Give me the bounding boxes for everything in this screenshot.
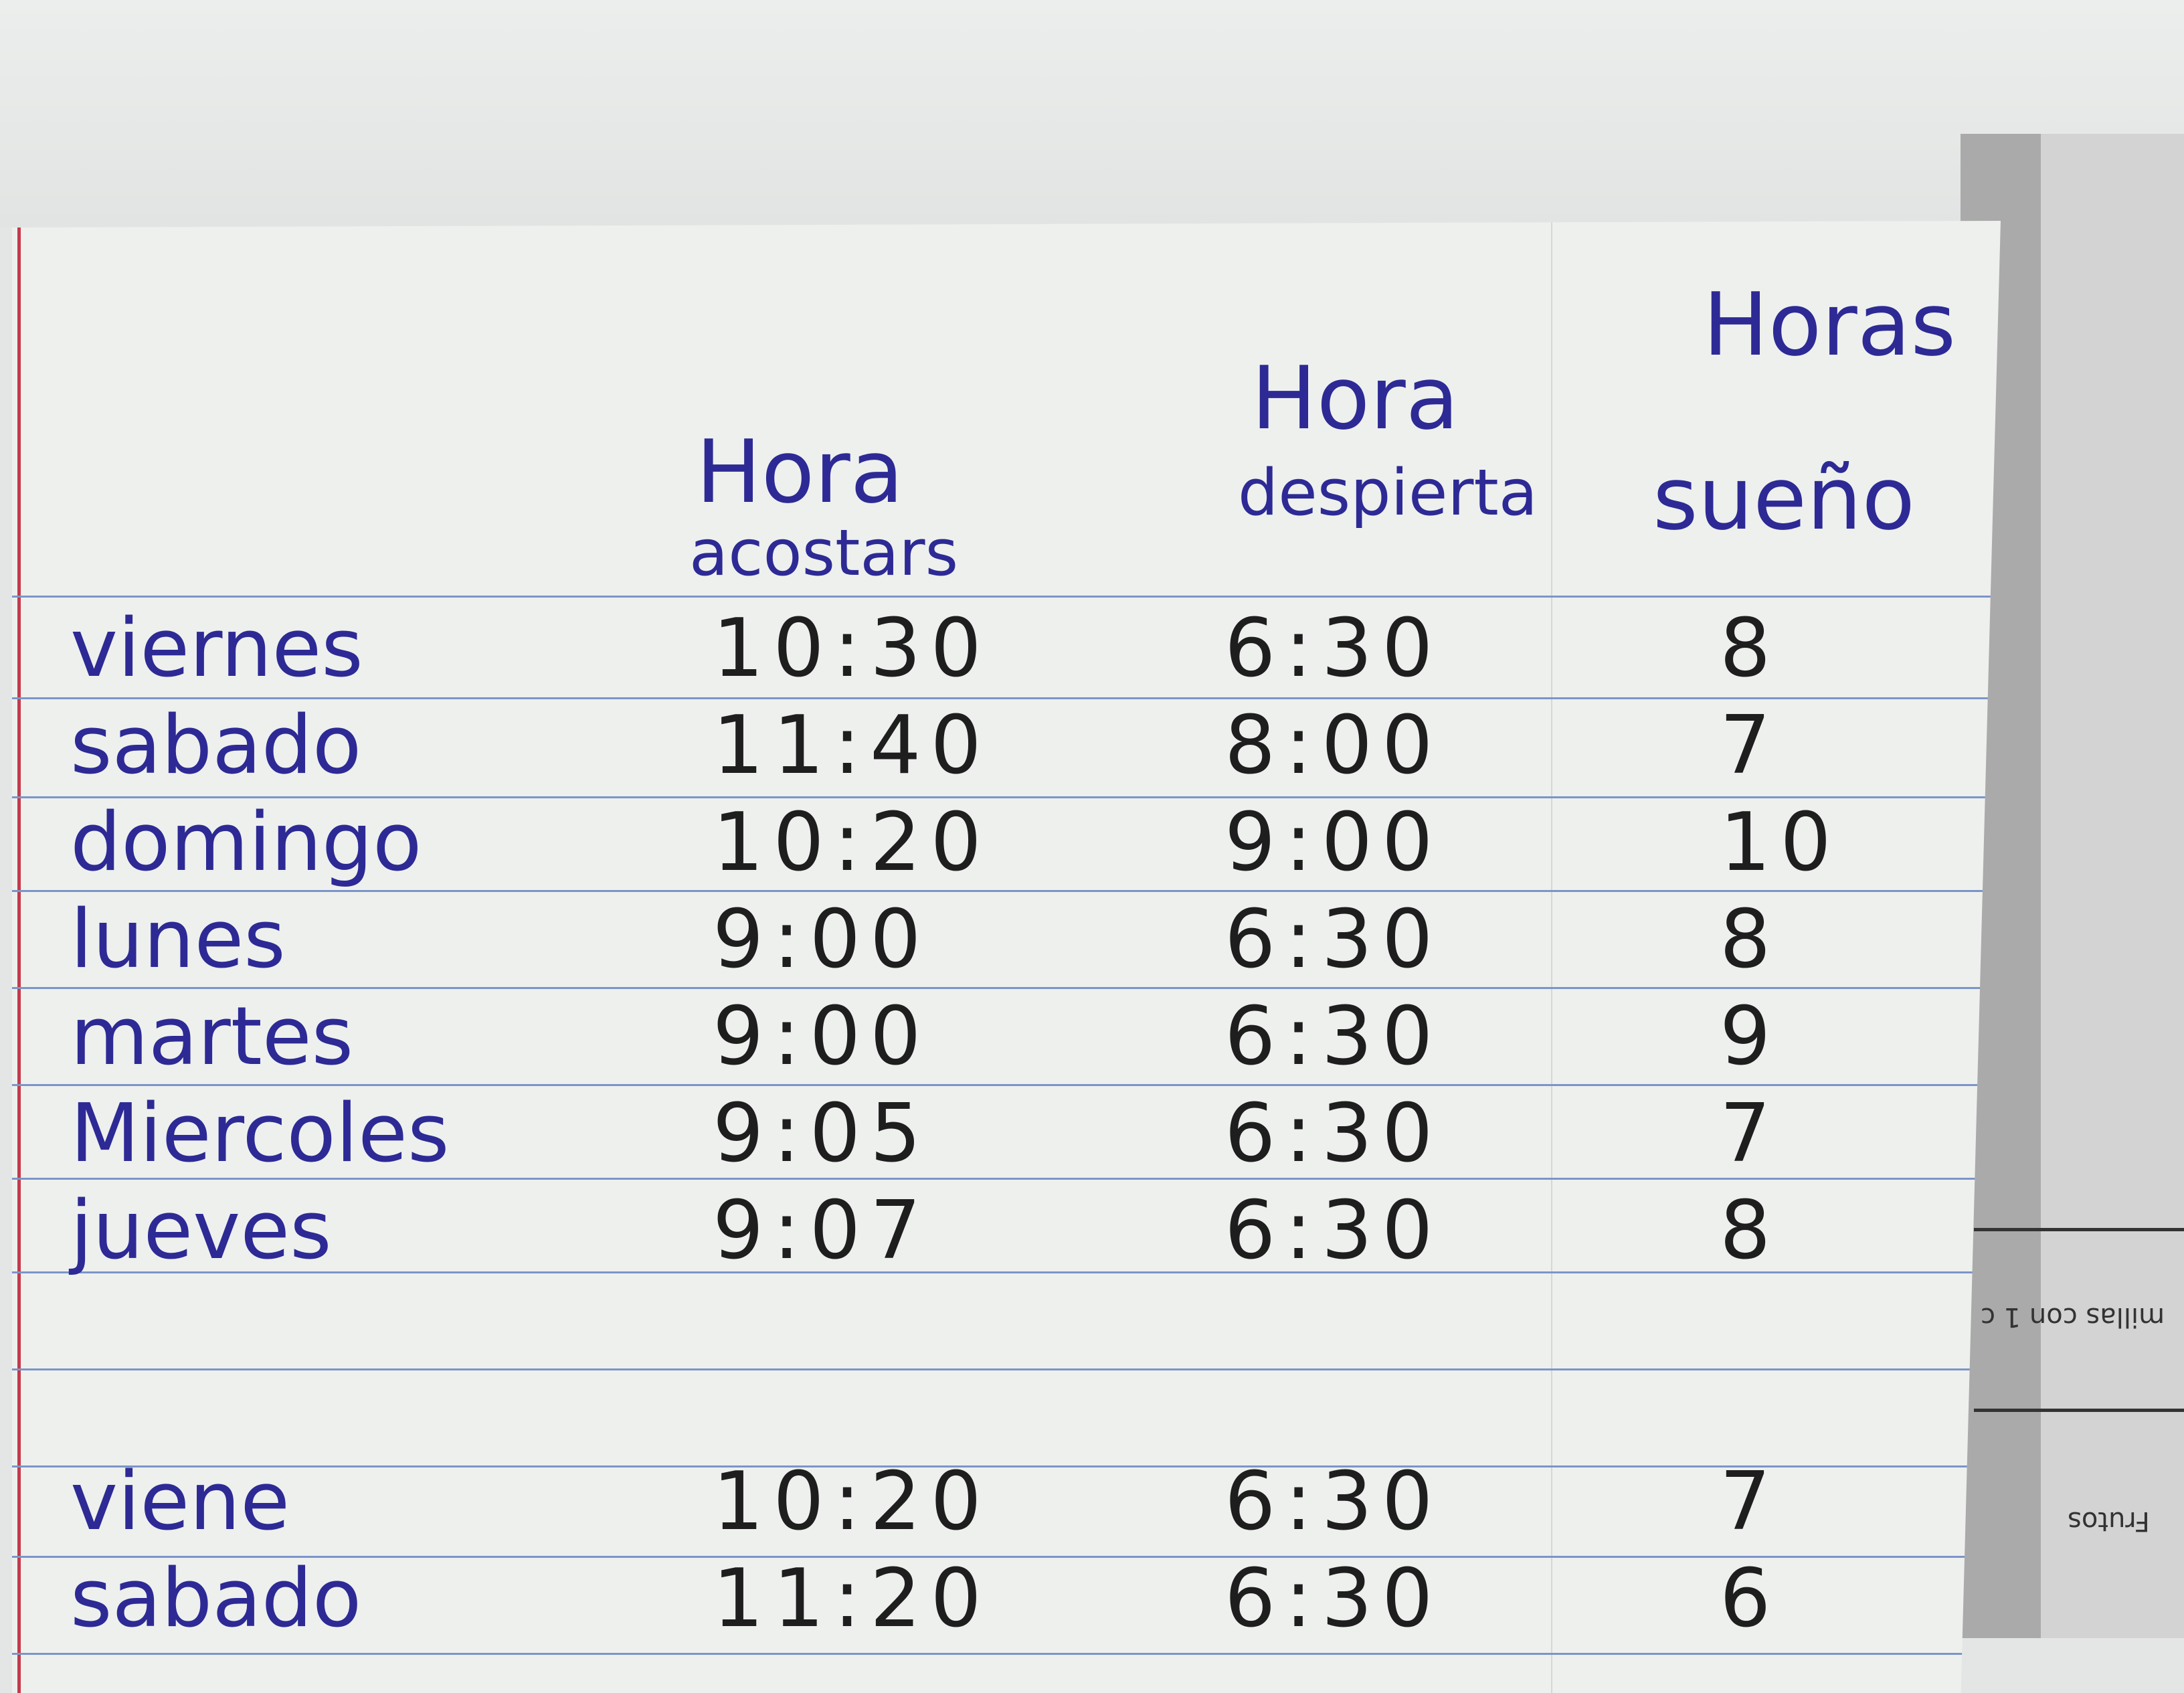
cell-bedtime: 9:07 bbox=[713, 1184, 931, 1277]
page-fold bbox=[1551, 221, 1552, 1693]
cell-bedtime: 10:20 bbox=[713, 796, 991, 889]
cell-day: viene bbox=[70, 1455, 290, 1548]
cell-wake: 9:00 bbox=[1224, 796, 1443, 889]
ruled-line bbox=[12, 1271, 2001, 1273]
margin-line bbox=[17, 221, 21, 1693]
cell-sleep: 7 bbox=[1720, 699, 1781, 792]
cell-wake: 6:30 bbox=[1224, 602, 1443, 695]
printed-sheet-right bbox=[1961, 134, 2184, 1638]
cell-sleep: 7 bbox=[1720, 1455, 1781, 1548]
cell-day: sabado bbox=[70, 699, 362, 792]
printed-text: millas con 1 c bbox=[1981, 1302, 2165, 1332]
cell-sleep: 10 bbox=[1720, 796, 1841, 889]
ruled-line bbox=[12, 890, 2001, 892]
cell-wake: 6:30 bbox=[1224, 1087, 1443, 1180]
ruled-line bbox=[12, 596, 2001, 598]
header-sleep-sub: sueño bbox=[1653, 448, 1916, 549]
cell-bedtime: 10:20 bbox=[713, 1455, 991, 1548]
cell-wake: 6:30 bbox=[1224, 990, 1443, 1083]
cell-bedtime: 11:40 bbox=[713, 699, 991, 792]
header-wake-sub: despierta bbox=[1238, 456, 1538, 530]
ruled-line bbox=[12, 1556, 2001, 1558]
cell-sleep: 7 bbox=[1720, 1087, 1781, 1180]
cell-day: sabado bbox=[70, 1552, 362, 1645]
cell-bedtime: 11:20 bbox=[713, 1552, 991, 1645]
ruled-line bbox=[12, 1178, 2001, 1180]
printed-rule bbox=[1974, 1409, 2184, 1412]
cell-sleep: 8 bbox=[1720, 1184, 1781, 1277]
ruled-line bbox=[12, 1084, 2001, 1086]
cell-bedtime: 9:00 bbox=[713, 893, 931, 986]
printed-text: Frutos bbox=[2068, 1506, 2150, 1536]
cell-wake: 6:30 bbox=[1224, 1455, 1443, 1548]
ruled-line bbox=[12, 1368, 2001, 1370]
header-bedtime-sub: acostars bbox=[689, 517, 959, 590]
cell-sleep: 9 bbox=[1720, 990, 1781, 1083]
header-bedtime: Hora bbox=[696, 421, 904, 523]
ruled-line bbox=[12, 987, 2001, 989]
ruled-line bbox=[12, 1653, 2001, 1655]
cell-wake: 8:00 bbox=[1224, 699, 1443, 792]
cell-sleep: 6 bbox=[1720, 1552, 1781, 1645]
cell-sleep: 8 bbox=[1720, 893, 1781, 986]
background-sheet bbox=[0, 0, 2184, 228]
cell-wake: 6:30 bbox=[1224, 1552, 1443, 1645]
header-wake: Hora bbox=[1251, 347, 1459, 449]
cell-day: lunes bbox=[70, 893, 286, 986]
notebook-page bbox=[12, 221, 2001, 1693]
cell-wake: 6:30 bbox=[1224, 893, 1443, 986]
cell-bedtime: 9:00 bbox=[713, 990, 931, 1083]
cell-bedtime: 9:05 bbox=[713, 1087, 931, 1180]
cell-wake: 6:30 bbox=[1224, 1184, 1443, 1277]
cell-sleep: 8 bbox=[1720, 602, 1781, 695]
ruled-line bbox=[12, 1465, 2001, 1467]
ruled-line bbox=[12, 796, 2001, 798]
cell-day: domingo bbox=[70, 796, 422, 889]
cell-day: martes bbox=[70, 990, 354, 1083]
printed-rule bbox=[1974, 1228, 2184, 1231]
cell-day: Miercoles bbox=[70, 1087, 450, 1180]
cell-day: jueves bbox=[70, 1184, 332, 1277]
header-sleep: Horas bbox=[1703, 274, 1956, 375]
ruled-line bbox=[12, 697, 2001, 699]
cell-bedtime: 10:30 bbox=[713, 602, 991, 695]
cell-day: viernes bbox=[70, 602, 363, 695]
